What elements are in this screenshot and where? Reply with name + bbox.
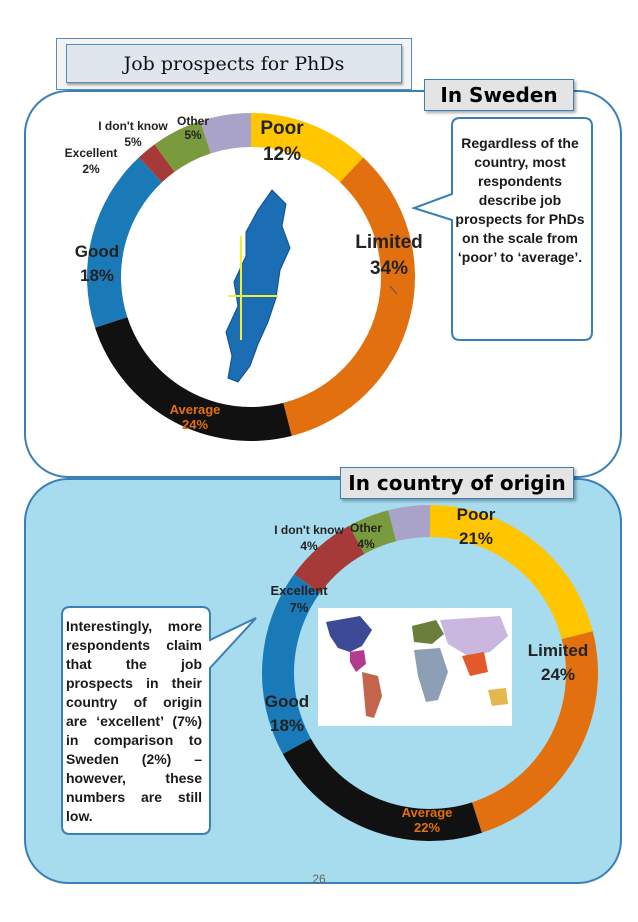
sweden-label-limited-name: Limited (355, 232, 423, 253)
sweden-label-limited: Limited 34% (329, 232, 449, 280)
origin-label-limited-value: 24% (540, 665, 576, 684)
page-title: Job prospects for PhDs (66, 44, 402, 83)
sweden-slice-poor (251, 113, 364, 183)
origin-slice-average (282, 738, 482, 841)
origin-label-average-name: Average (401, 805, 453, 820)
origin-slice-good (261, 574, 320, 754)
title-box: Job prospects for PhDs (56, 38, 412, 90)
sweden-label-i-don-t-know: I don't know 5% (73, 119, 193, 149)
origin-label-excellent-value: 7% (289, 600, 309, 615)
sweden-slice-i-don-t-know (154, 121, 211, 172)
sweden-slice-good (87, 157, 163, 328)
sweden-label-excellent: Excellent 2% (31, 146, 151, 176)
sweden-callout-text: Regardless of the country, most responde… (455, 135, 585, 265)
origin-label-other-value: 4% (357, 537, 375, 551)
sweden-label-good: Good 18% (37, 242, 157, 286)
world-map-image (318, 608, 512, 726)
page-number: 26 (312, 872, 326, 886)
origin-label-excellent-name: Excellent (270, 583, 328, 598)
origin-label-poor-value: 21% (458, 529, 494, 548)
origin-label-good-name: Good (264, 692, 310, 711)
origin-label-average-value: 22% (413, 820, 441, 835)
origin-label-excellent: Excellent 7% (239, 583, 359, 615)
sweden-label-average-name: Average (169, 402, 221, 417)
sweden-label-average-value: 24% (181, 417, 209, 432)
sweden-slice-average (95, 317, 292, 441)
origin-slice-excellent (294, 525, 365, 594)
sweden-label-other-name: Other (176, 114, 209, 128)
origin-slice-i-don-t-know (349, 510, 397, 554)
origin-slice-other (388, 505, 430, 542)
sweden-chart-title: In Sweden (424, 79, 574, 111)
sweden-label-other: Other 5% (133, 114, 253, 142)
sweden-label-excellent-name: Excellent (64, 146, 118, 160)
sweden-label-i-don-t-know-value: 5% (124, 135, 142, 149)
origin-label-poor-name: Poor (456, 505, 496, 524)
origin-label-good: Good 18% (227, 692, 347, 736)
sweden-map-image (215, 185, 303, 390)
origin-label-i-don-t-know-value: 4% (300, 539, 318, 553)
origin-label-limited: Limited 24% (498, 641, 618, 685)
sweden-label-poor-name: Poor (260, 118, 304, 139)
origin-callout (61, 606, 257, 835)
origin-label-other-name: Other (349, 521, 382, 535)
origin-label-average: Average 22% (367, 805, 487, 835)
origin-label-other: Other 4% (306, 521, 426, 551)
origin-label-i-don-t-know: I don't know 4% (249, 523, 369, 553)
origin-label-limited-name: Limited (527, 641, 589, 660)
sweden-label-good-value: 18% (79, 266, 115, 285)
sweden-label-limited-value: 34% (369, 258, 409, 279)
sweden-label-poor: Poor 12% (222, 118, 342, 166)
origin-slice-poor (430, 505, 593, 640)
sweden-slice-limited (283, 157, 415, 436)
sweden-slice-other (200, 113, 251, 154)
origin-label-i-don-t-know-name: I don't know (274, 523, 344, 537)
origin-chart-title: In country of origin (340, 467, 574, 499)
sweden-callout (410, 117, 593, 341)
sweden-limited-leader-line (389, 285, 398, 295)
origin-slice-limited (472, 631, 599, 833)
origin-callout-text: Interestingly, more respondents claim th… (66, 618, 202, 824)
sweden-label-average: Average 24% (135, 402, 255, 432)
sweden-label-poor-value: 12% (262, 144, 302, 165)
sweden-label-good-name: Good (74, 242, 120, 261)
origin-label-good-value: 18% (269, 716, 305, 735)
origin-label-poor: Poor 21% (416, 505, 536, 549)
sweden-label-i-don-t-know-name: I don't know (98, 119, 168, 133)
sweden-label-excellent-value: 2% (82, 162, 100, 176)
sweden-label-other-value: 5% (184, 128, 202, 142)
sweden-slice-excellent (138, 144, 175, 183)
